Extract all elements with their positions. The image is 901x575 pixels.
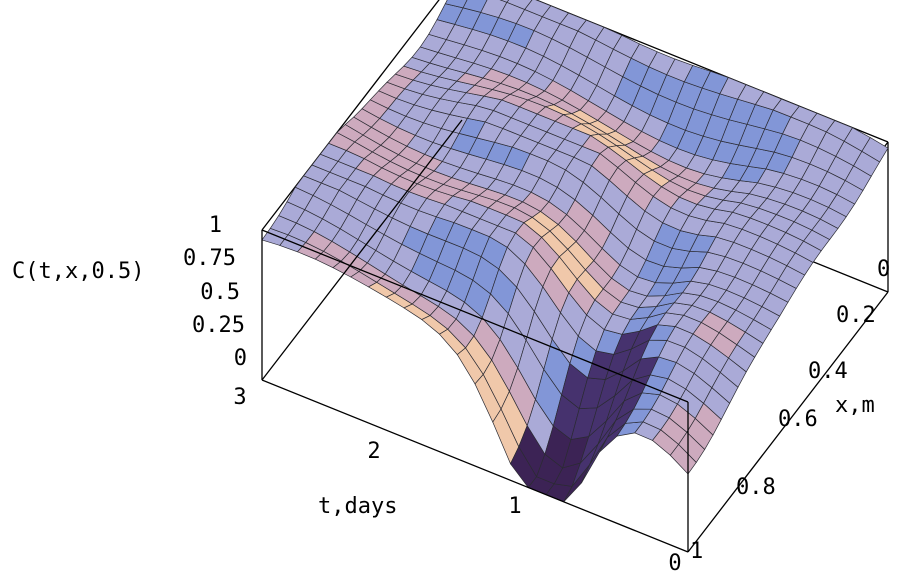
t-tick-label: 3 xyxy=(233,385,246,410)
z-tick-label: 0.25 xyxy=(192,313,245,338)
z-tick-label: 1 xyxy=(209,213,222,238)
x-tick-label: 0.4 xyxy=(808,359,848,384)
x-tick-label: 0.6 xyxy=(778,407,818,432)
box-edge xyxy=(687,291,889,553)
x-tick-label: 0.8 xyxy=(736,475,776,500)
box-edge xyxy=(261,379,689,553)
bounding-box-front xyxy=(261,119,889,553)
z-tick-label: 0 xyxy=(234,346,247,371)
x-axis-label: x,m xyxy=(835,393,875,418)
t-tick-label: 1 xyxy=(508,494,521,519)
t-tick-label: 0 xyxy=(668,551,681,575)
surface-mesh xyxy=(261,0,889,503)
box-edge xyxy=(261,229,689,403)
x-tick-label: 1 xyxy=(690,539,703,564)
z-tick-label: 0.75 xyxy=(183,246,236,271)
t-tick-label: 2 xyxy=(367,439,380,464)
x-tick-label: 0.2 xyxy=(836,303,876,328)
x-tick-label: 0 xyxy=(877,257,890,282)
z-axis-label: C(t,x,0.5) xyxy=(12,259,144,284)
surface-patch xyxy=(861,137,889,163)
z-tick-label: 0.5 xyxy=(200,280,240,305)
t-axis-label: t,days xyxy=(318,494,397,519)
box-edge xyxy=(261,119,463,381)
